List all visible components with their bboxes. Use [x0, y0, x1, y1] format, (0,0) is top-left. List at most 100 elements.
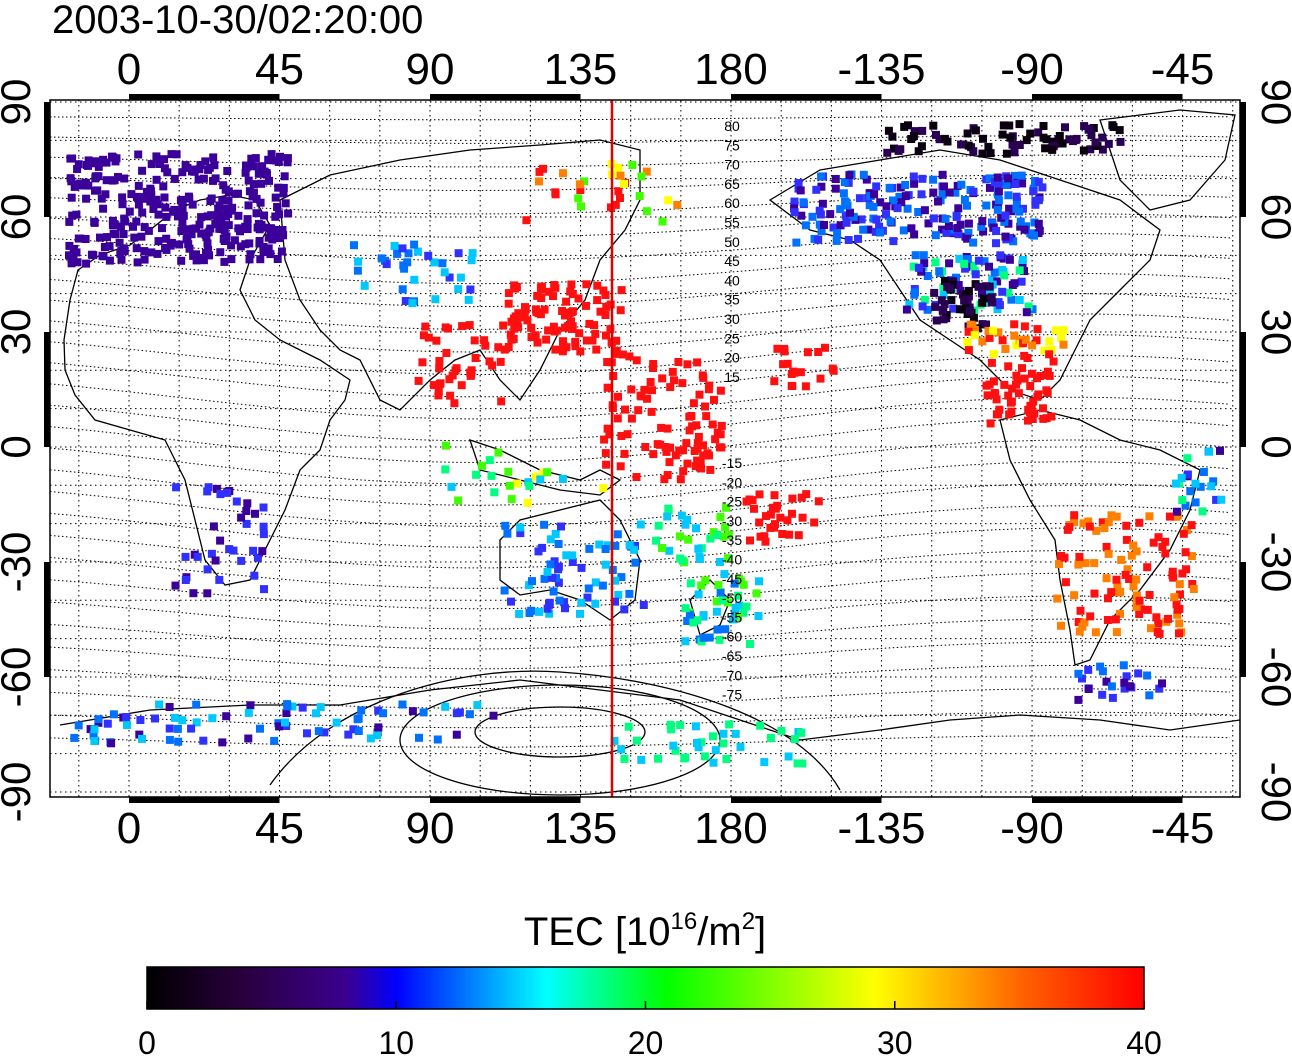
tec-data-point: [695, 552, 704, 561]
tec-data-point: [746, 640, 754, 648]
tec-data-point: [686, 579, 695, 588]
tec-data-point: [923, 305, 932, 314]
tec-data-point: [540, 574, 549, 583]
tec-data-point: [1198, 507, 1207, 516]
tec-data-point: [1042, 414, 1051, 423]
tec-data-point: [706, 534, 715, 543]
tec-data-point: [719, 729, 728, 738]
tec-data-point: [964, 327, 973, 336]
tec-data-point: [99, 204, 108, 213]
tec-data-point: [942, 311, 951, 320]
tec-data-point: [454, 249, 463, 258]
tec-data-point: [199, 736, 208, 745]
tec-data-point: [1122, 672, 1131, 681]
tec-data-point: [977, 222, 986, 231]
tec-data-point: [719, 739, 728, 748]
tec-data-point: [1107, 682, 1116, 691]
tec-data-point: [621, 405, 629, 414]
tec-data-point: [617, 432, 626, 440]
tec-data-point: [602, 302, 611, 311]
tec-data-point: [266, 224, 275, 233]
latitude-ticks-right: 90 60 30 0 -30 -60 -90: [1253, 79, 1292, 823]
tec-data-point: [481, 341, 490, 350]
tec-data-point: [580, 177, 589, 186]
tec-data-point: [1187, 552, 1196, 561]
tec-data-point: [663, 471, 672, 479]
tec-data-point: [1048, 145, 1057, 154]
lat-tick-label: -30: [0, 532, 39, 593]
tec-data-point: [247, 154, 256, 163]
tec-data-point: [658, 217, 667, 226]
tec-data-point: [523, 316, 532, 325]
tec-data-point: [971, 270, 980, 279]
tec-data-point: [946, 284, 955, 293]
tec-data-point: [1181, 501, 1190, 510]
tec-data-point: [682, 439, 691, 448]
tec-data-point: [699, 441, 708, 450]
tec-data-point: [1161, 549, 1170, 558]
tec-data-point: [549, 587, 558, 596]
tec-data-point: [1011, 180, 1020, 188]
tec-data-point: [1015, 120, 1024, 129]
tec-data-point: [74, 160, 83, 169]
tec-data-point: [712, 607, 721, 616]
tec-data-point: [121, 217, 130, 226]
tec-data-point: [817, 227, 826, 236]
tec-data-point: [424, 251, 433, 260]
tec-data-point: [713, 625, 722, 634]
tec-data-point: [1207, 482, 1216, 491]
tec-data-point: [995, 301, 1004, 310]
tec-data-point: [1029, 187, 1038, 196]
tec-data-point: [222, 712, 231, 721]
tec-data-point: [1090, 559, 1099, 568]
tec-data-point: [244, 708, 253, 717]
tec-data-point: [904, 121, 912, 130]
tec-data-point: [535, 177, 543, 186]
tec-data-point: [418, 358, 427, 367]
tec-data-point: [1041, 144, 1050, 153]
tec-data-point: [683, 515, 692, 524]
tec-data-point: [652, 536, 661, 545]
contour-label: -50: [722, 590, 742, 606]
tec-data-point: [584, 584, 593, 593]
tec-data-point: [192, 700, 201, 709]
tec-data-point: [261, 170, 270, 179]
frame-tick: [1240, 102, 1246, 217]
tec-data-point: [216, 536, 225, 545]
tec-data-point: [1164, 614, 1172, 623]
tec-data-point: [241, 168, 250, 177]
tec-data-point: [280, 172, 289, 181]
tec-data-point: [527, 323, 536, 332]
tec-data-point: [818, 199, 827, 208]
tec-data-point: [116, 222, 125, 231]
tec-data-point: [641, 443, 650, 451]
contour-label: 30: [724, 311, 740, 327]
tec-data-point: [1029, 397, 1038, 406]
lon-tick-label: 0: [117, 804, 141, 853]
contour-label: 40: [724, 272, 740, 288]
tec-data-point: [1005, 410, 1014, 419]
tec-data-point: [160, 155, 169, 164]
tec-data-point: [344, 730, 353, 739]
tec-data-point: [1012, 341, 1021, 350]
tec-data-point: [939, 291, 948, 299]
tec-data-point: [442, 349, 451, 357]
tec-data-point: [574, 194, 583, 203]
tec-data-point: [693, 439, 702, 448]
tec-data-point: [760, 758, 769, 767]
tec-data-point: [303, 729, 311, 738]
tec-data-point: [964, 141, 973, 150]
tec-data-point: [188, 200, 197, 209]
tec-data-point: [734, 591, 743, 600]
tec-data-point: [429, 381, 438, 390]
tec-data-point: [984, 142, 993, 151]
tec-data-point: [408, 299, 417, 308]
tec-data-point: [885, 183, 894, 192]
tec-data-point: [273, 203, 282, 211]
tec-data-point: [256, 724, 264, 733]
contour-label: 35: [724, 292, 740, 308]
tec-data-point: [969, 187, 978, 196]
tec-data-point: [966, 320, 975, 329]
tec-data-point: [1090, 589, 1099, 598]
tec-data-point: [538, 543, 547, 552]
